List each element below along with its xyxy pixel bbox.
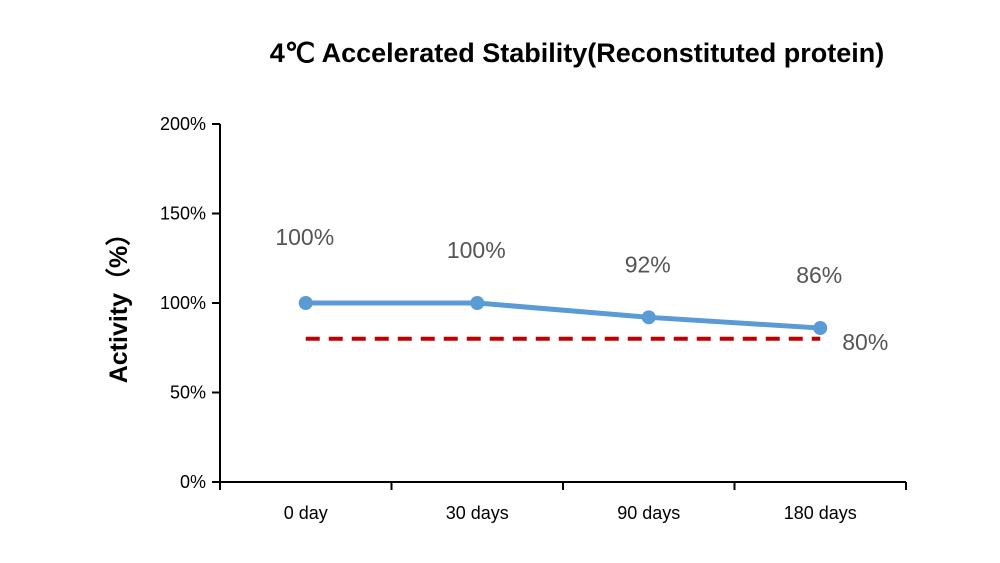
axes: 0% 50% 100% 150% 200% 0 day 30 days 90 days 180 … bbox=[160, 114, 907, 523]
y-tick-label: 0% bbox=[180, 472, 206, 492]
y-tick-label: 100% bbox=[160, 293, 206, 313]
series-layer bbox=[298, 296, 828, 336]
x-tick-label: 30 days bbox=[446, 503, 509, 523]
data-labels-layer: 100% 100% 92% 86% bbox=[275, 224, 842, 288]
data-label: 100% bbox=[275, 224, 334, 250]
x-tick-label: 0 day bbox=[284, 503, 328, 523]
data-label: 92% bbox=[625, 251, 671, 277]
threshold-label: 80% bbox=[842, 329, 888, 355]
data-point bbox=[298, 296, 313, 310]
y-tick-label: 200% bbox=[160, 114, 206, 134]
y-tick-label: 50% bbox=[170, 383, 206, 403]
chart-title: 4℃ Accelerated Stability(Reconstituted p… bbox=[270, 38, 884, 68]
data-label: 86% bbox=[796, 262, 842, 288]
data-point bbox=[813, 321, 828, 336]
y-axis-label: Activity（%） bbox=[104, 221, 133, 384]
data-point bbox=[470, 296, 485, 310]
y-tick-label: 150% bbox=[160, 204, 206, 224]
x-tick-label: 180 days bbox=[784, 503, 857, 523]
series-line bbox=[305, 300, 821, 331]
threshold-layer: 80% bbox=[305, 329, 888, 355]
data-label: 100% bbox=[447, 237, 506, 263]
x-tick-label: 90 days bbox=[617, 503, 680, 523]
data-point bbox=[641, 310, 656, 325]
